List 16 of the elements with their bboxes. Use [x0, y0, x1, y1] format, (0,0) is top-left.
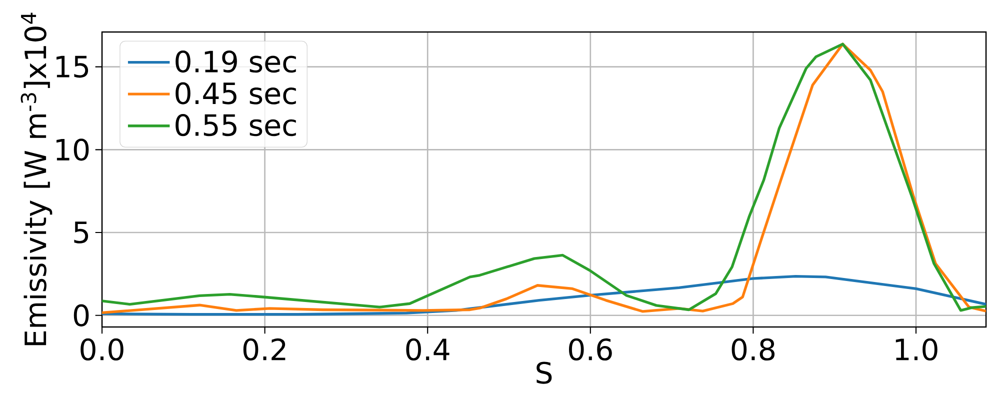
- x-tick-label: 0.6: [569, 338, 612, 361]
- legend-label: 0.45 sec: [176, 82, 296, 104]
- y-tick-label: 5: [74, 222, 88, 244]
- x-tick-label: 0.8: [732, 338, 775, 361]
- x-axis-title: S: [536, 362, 552, 384]
- line-series: [102, 274, 986, 316]
- y-tick-label: 10: [56, 138, 89, 161]
- x-tick-label: 0.2: [243, 338, 286, 361]
- legend-label: 0.55 sec: [176, 114, 296, 136]
- y-tick-label: 0: [74, 304, 89, 326]
- x-tick-label: 0.0: [80, 338, 124, 361]
- y-tick-label: 15: [56, 56, 88, 78]
- x-tick-label: 1.0: [896, 338, 938, 361]
- y-axis-title: Emissivity [W m$^{-3}$]x10$^{4}$: [20, 12, 52, 346]
- legend-label: 0.19 sec: [176, 50, 296, 73]
- x-tick-label: 0.4: [406, 338, 450, 361]
